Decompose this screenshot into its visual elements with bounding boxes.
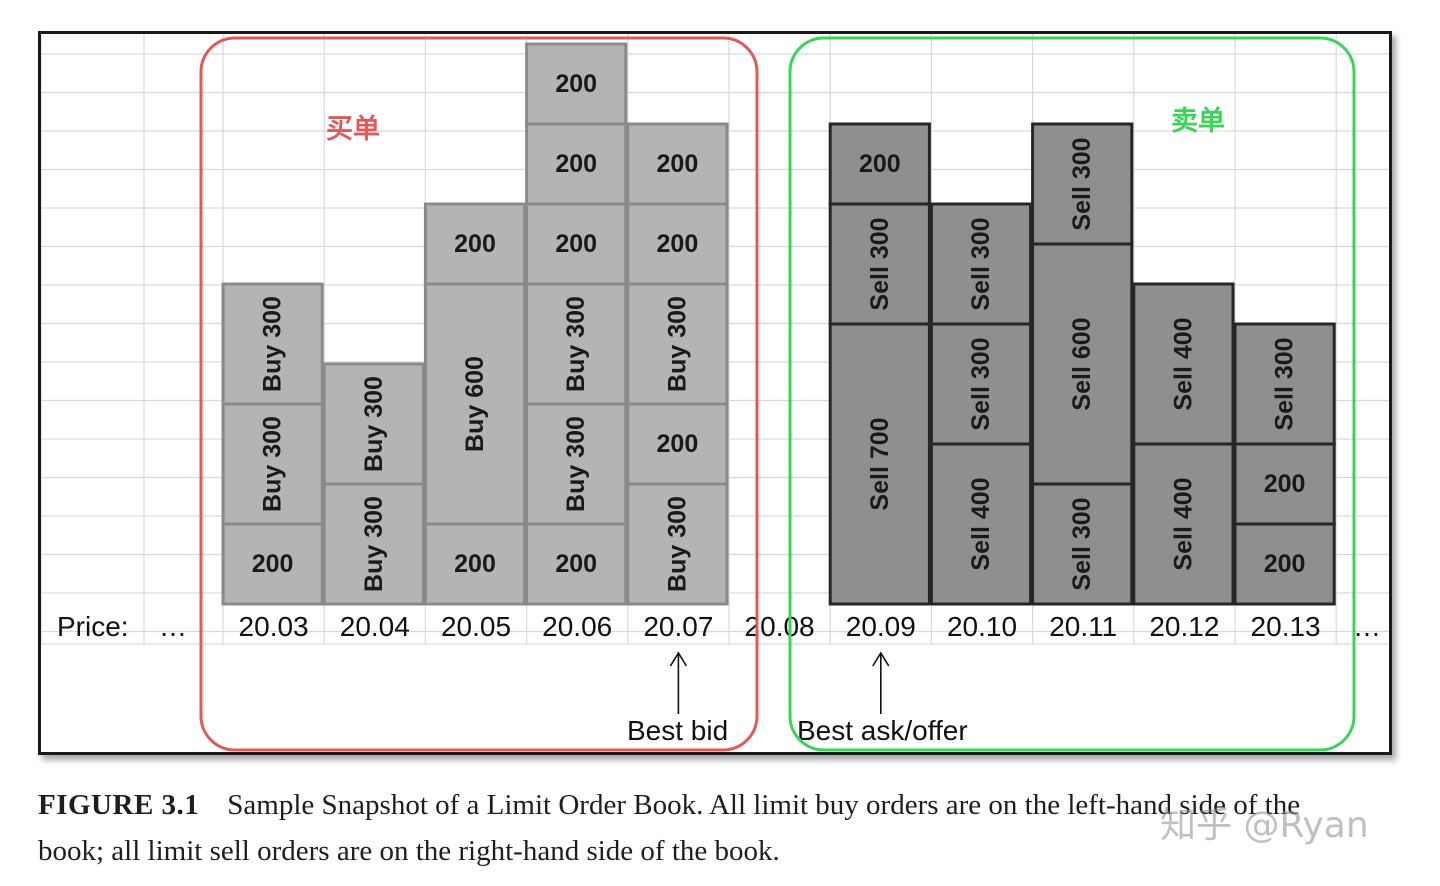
buy-region-label: 买单 <box>326 114 380 145</box>
order-label: Buy 300 <box>562 416 590 512</box>
buy-order-block <box>525 202 628 286</box>
buy-orders-region <box>199 36 759 752</box>
price-row-label: Price: <box>57 611 129 642</box>
price-tick: 20.05 <box>441 611 511 642</box>
sell-order-block <box>1233 322 1336 446</box>
sell-order-block <box>1233 522 1336 606</box>
buy-order-block <box>525 282 628 406</box>
order-label: Sell 300 <box>1068 137 1096 230</box>
sell-order-block <box>1132 442 1235 606</box>
order-label: Buy 300 <box>259 296 287 392</box>
sell-order-block <box>1031 122 1134 246</box>
order-label: 200 <box>252 550 294 578</box>
buy-order-block <box>423 282 527 526</box>
order-label: 200 <box>454 550 496 578</box>
price-tick: 20.03 <box>239 611 309 642</box>
order-label: 200 <box>657 430 699 458</box>
order-label: 200 <box>657 230 699 258</box>
order-label: Sell 300 <box>1271 337 1299 430</box>
order-label: Buy 600 <box>461 356 489 452</box>
figure-caption: FIGURE 3.1 Sample Snapshot of a Limit Ord… <box>38 782 1368 874</box>
order-label: Buy 300 <box>360 376 388 472</box>
best-ask-label: Best ask/offer <box>797 715 968 746</box>
best-ask-arrow-head <box>872 651 890 667</box>
price-ellipsis-right: … <box>1353 611 1381 642</box>
buy-order-block <box>626 122 729 206</box>
order-label: Sell 300 <box>866 217 894 310</box>
order-label: Buy 300 <box>562 296 590 392</box>
order-label: 200 <box>555 150 597 178</box>
order-label: 200 <box>859 150 901 178</box>
figure-frame: 200 Buy 300 Buy 300 Buy 300 Buy 300 200 Buy 60… <box>38 31 1392 755</box>
order-label: Sell 300 <box>967 337 995 430</box>
price-ellipsis-left: … <box>159 611 187 642</box>
order-label: Buy 300 <box>259 416 287 512</box>
order-label: 200 <box>1264 550 1306 578</box>
buy-order-block <box>626 402 729 486</box>
order-label: 200 <box>1264 470 1306 498</box>
order-label: Sell 400 <box>967 477 995 570</box>
sell-order-block <box>828 322 931 606</box>
order-label: 200 <box>454 230 496 258</box>
buy-order-block <box>423 202 527 286</box>
best-bid-arrow-head <box>669 651 688 667</box>
buy-order-block <box>221 402 324 526</box>
order-label: Buy 300 <box>663 496 691 592</box>
order-label: Sell 700 <box>866 417 894 510</box>
price-tick: 20.13 <box>1251 611 1321 642</box>
buy-order-block <box>525 42 628 126</box>
order-label: Sell 600 <box>1068 317 1096 410</box>
buy-order-block <box>525 402 628 526</box>
watermark: 知乎 @Ryan <box>1160 805 1369 846</box>
order-label: Sell 400 <box>1169 317 1197 410</box>
sell-region-label: 卖单 <box>1171 106 1225 137</box>
buy-order-block <box>525 122 628 206</box>
price-tick: 20.11 <box>1049 611 1117 642</box>
sell-order-block <box>929 322 1033 446</box>
buy-order-block <box>221 282 324 406</box>
buy-order-block <box>626 482 729 606</box>
sell-order-block <box>828 202 931 326</box>
buy-order-block <box>626 202 729 286</box>
order-label: 200 <box>555 230 597 258</box>
order-label: Sell 300 <box>1068 497 1096 590</box>
buy-order-block <box>525 522 628 606</box>
price-tick: 20.10 <box>947 611 1017 642</box>
sell-order-block <box>929 202 1033 326</box>
order-label: Buy 300 <box>663 296 691 392</box>
order-label: Sell 400 <box>1169 477 1197 570</box>
price-tick: 20.08 <box>745 611 815 642</box>
caption-text: Sample Snapshot of a Limit Order Book. A… <box>38 789 1301 867</box>
price-tick: 20.09 <box>846 611 916 642</box>
order-label: 200 <box>555 70 597 98</box>
sell-orders-region <box>788 36 1356 752</box>
order-book-diagram: 200 Buy 300 Buy 300 Buy 300 Buy 300 200 Buy 60… <box>41 34 1389 752</box>
sell-order-block <box>1031 242 1134 486</box>
order-label: Sell 300 <box>967 217 995 310</box>
price-tick: 20.06 <box>542 611 612 642</box>
order-label: 200 <box>555 550 597 578</box>
price-tick: 20.12 <box>1149 611 1219 642</box>
best-bid-label: Best bid <box>627 715 728 746</box>
buy-order-block <box>322 362 425 486</box>
order-label: 200 <box>657 150 699 178</box>
buy-order-block <box>221 522 324 606</box>
price-tick: 20.07 <box>643 611 713 642</box>
price-tick: 20.04 <box>340 611 410 642</box>
order-label: Buy 300 <box>360 496 388 592</box>
sell-order-block <box>1132 282 1235 446</box>
caption-label: FIGURE 3.1 <box>38 789 200 821</box>
sell-order-block <box>828 122 931 206</box>
